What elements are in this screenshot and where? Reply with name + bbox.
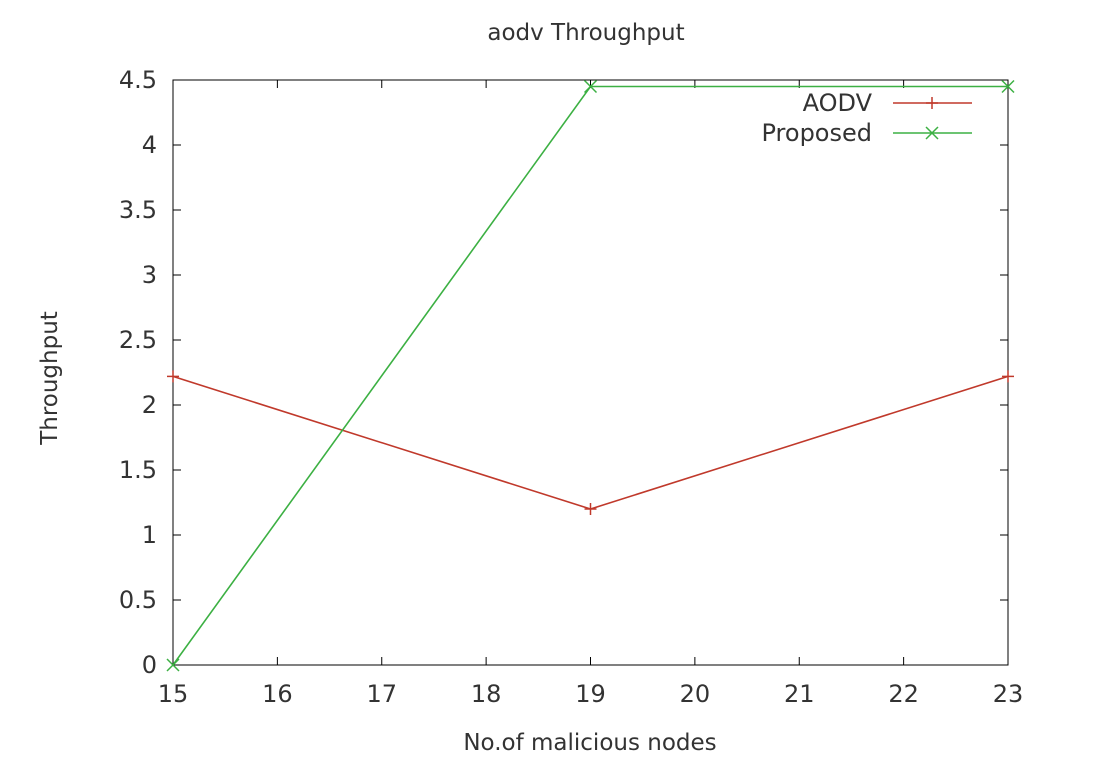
legend-marker bbox=[926, 97, 938, 109]
data-point bbox=[1001, 79, 1015, 94]
x-axis: 15 16 17 18 19 20 21 22 23 bbox=[158, 80, 1024, 708]
y-tick-label: 2.5 bbox=[119, 326, 157, 354]
series-line bbox=[172, 375, 1009, 510]
y-tick-label: 2 bbox=[142, 391, 157, 419]
series-layer bbox=[166, 79, 1015, 672]
y-tick-label: 0 bbox=[142, 651, 157, 679]
x-tick-label: 16 bbox=[262, 680, 293, 708]
legend-item: AODV bbox=[803, 89, 972, 117]
series-aodv bbox=[167, 370, 1014, 515]
series-proposed bbox=[166, 79, 1015, 672]
x-tick-label: 18 bbox=[471, 680, 502, 708]
x-tick-label: 19 bbox=[575, 680, 606, 708]
y-tick-label: 1.5 bbox=[119, 456, 157, 484]
x-tick-label: 15 bbox=[158, 680, 189, 708]
y-tick-label: 3.5 bbox=[119, 196, 157, 224]
y-tick-label: 1 bbox=[142, 521, 157, 549]
data-point bbox=[1002, 370, 1014, 383]
x-tick-label: 22 bbox=[888, 680, 919, 708]
y-tick-label: 4 bbox=[142, 131, 157, 159]
y-axis: 0 0.5 1 1.5 2 2.5 3 3.5 4 4.5 bbox=[119, 66, 1008, 679]
y-axis-label: Throughput bbox=[37, 311, 63, 446]
plot-frame bbox=[172, 79, 1009, 666]
data-point bbox=[583, 79, 598, 94]
y-tick-label: 0.5 bbox=[119, 586, 157, 614]
series-line bbox=[172, 85, 1008, 666]
x-tick-label: 20 bbox=[680, 680, 711, 708]
plot-area: 15 16 17 18 19 20 21 22 23 00.511.522.533.544.5 … bbox=[119, 66, 1023, 708]
legend-label: AODV bbox=[803, 89, 873, 117]
data-point bbox=[166, 658, 180, 672]
legend-item: Proposed bbox=[762, 119, 972, 147]
x-tick-label: 21 bbox=[784, 680, 815, 708]
data-point bbox=[584, 503, 597, 515]
legend-label: Proposed bbox=[762, 119, 873, 147]
y-tick-label: 3 bbox=[142, 261, 157, 289]
x-axis-label: No.of malicious nodes bbox=[463, 730, 716, 756]
x-tick-label: 17 bbox=[366, 680, 397, 708]
legend-marker bbox=[925, 126, 939, 140]
chart-title: aodv Throughput bbox=[487, 20, 684, 46]
y-tick-label: 4.5 bbox=[119, 66, 157, 94]
data-point bbox=[167, 370, 179, 383]
x-tick-label: 23 bbox=[993, 680, 1024, 708]
